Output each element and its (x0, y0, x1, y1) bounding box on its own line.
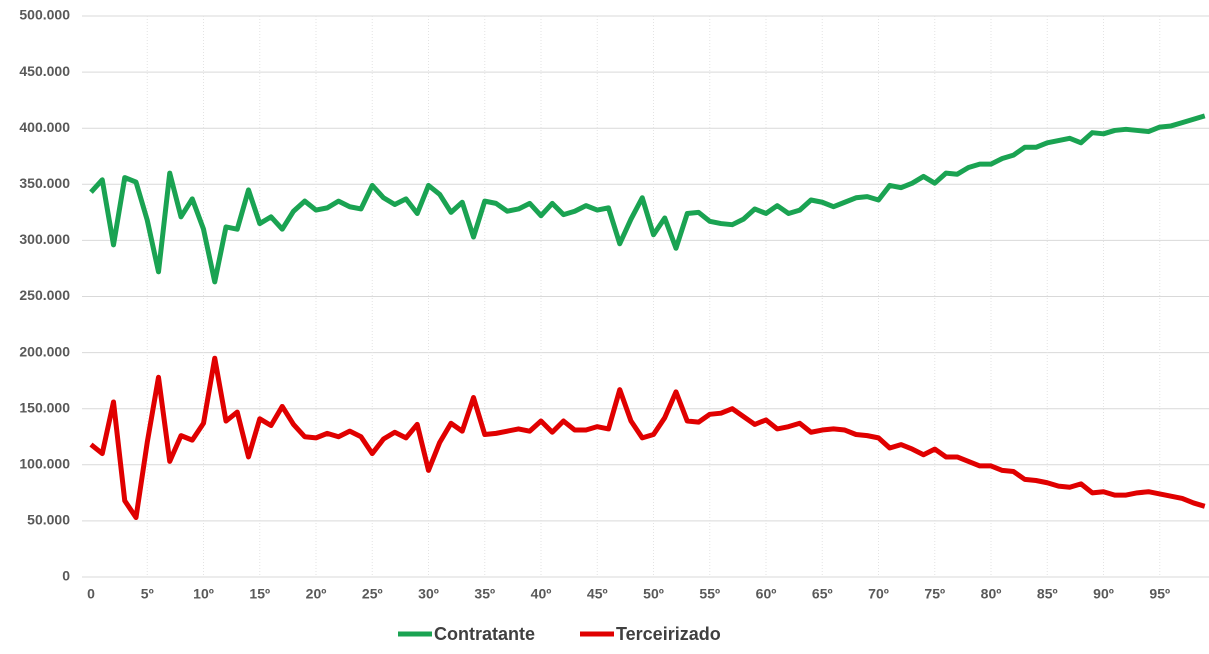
x-tick-label: 0 (87, 586, 95, 602)
y-tick-label: 400.000 (19, 119, 70, 135)
x-tick-label: 20º (306, 586, 327, 602)
x-tick-label: 15º (249, 586, 270, 602)
x-tick-label: 40º (531, 586, 552, 602)
x-tick-label: 75º (924, 586, 945, 602)
legend-label: Terceirizado (616, 624, 721, 644)
series-line (89, 113, 1206, 285)
x-tick-label: 90º (1093, 586, 1114, 602)
y-tick-label: 300.000 (19, 231, 70, 247)
x-tick-label: 70º (868, 586, 889, 602)
x-tick-label: 5º (141, 586, 154, 602)
x-tick-label: 45º (587, 586, 608, 602)
y-tick-label: 100.000 (19, 456, 70, 472)
x-tick-label: 95º (1149, 586, 1170, 602)
y-tick-label: 250.000 (19, 287, 70, 303)
legend: Contratante Terceirizado (398, 624, 721, 644)
x-tick-label: 10º (193, 586, 214, 602)
x-tick-label: 60º (756, 586, 777, 602)
y-tick-label: 500.000 (19, 7, 70, 23)
y-tick-label: 200.000 (19, 343, 70, 359)
x-tick-label: 30º (418, 586, 439, 602)
y-tick-label: 0 (62, 568, 70, 584)
y-tick-label: 150.000 (19, 399, 70, 415)
y-tick-label: 50.000 (27, 512, 70, 528)
x-tick-label: 65º (812, 586, 833, 602)
series-line (89, 355, 1206, 521)
x-tick-label: 80º (981, 586, 1002, 602)
y-tick-label: 450.000 (19, 63, 70, 79)
x-tick-label: 55º (699, 586, 720, 602)
x-tick-label: 50º (643, 586, 664, 602)
x-tick-label: 25º (362, 586, 383, 602)
legend-label: Contratante (434, 624, 535, 644)
y-tick-label: 350.000 (19, 175, 70, 191)
x-tick-label: 35º (474, 586, 495, 602)
x-tick-label: 85º (1037, 586, 1058, 602)
